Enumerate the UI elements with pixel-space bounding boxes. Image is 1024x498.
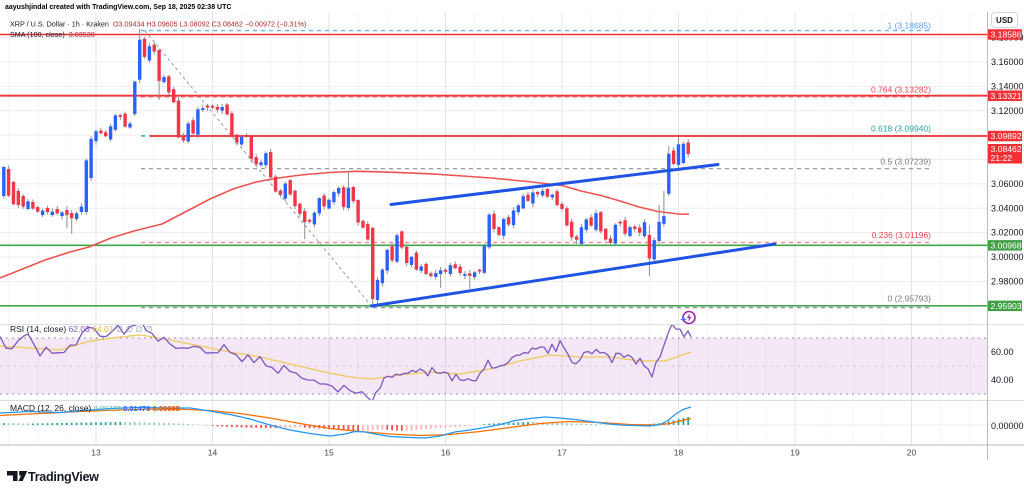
svg-text:aayushjindal created with Trad: aayushjindal created with TradingView.co… xyxy=(5,4,231,11)
svg-text:3.00968: 3.00968 xyxy=(991,241,1022,251)
svg-text:3.18586: 3.18586 xyxy=(991,30,1022,40)
svg-text:SMA (100, close) 3.03530: SMA (100, close) 3.03530 xyxy=(10,30,95,39)
svg-text:1 (3.18685): 1 (3.18685) xyxy=(888,21,932,31)
svg-text:0.5 (3.07239): 0.5 (3.07239) xyxy=(880,157,931,167)
svg-text:16: 16 xyxy=(441,448,451,458)
svg-text:RSI (14, close) 62.03 64.01 ∅: RSI (14, close) 62.03 64.01 ∅ ∅ ∅ ∅ xyxy=(10,324,153,334)
svg-text:15: 15 xyxy=(324,448,334,458)
svg-text:MACD (12, 26, close) 0.00778 0: MACD (12, 26, close) 0.00778 0.01476 0.0… xyxy=(10,403,180,413)
svg-text:3.02000: 3.02000 xyxy=(991,228,1024,238)
svg-text:17: 17 xyxy=(557,448,567,458)
svg-text:60.00: 60.00 xyxy=(991,347,1014,357)
svg-text:40.00: 40.00 xyxy=(991,375,1014,385)
svg-text:0.236 (3.01196): 0.236 (3.01196) xyxy=(872,230,932,240)
svg-text:0 (2.95793): 0 (2.95793) xyxy=(888,294,932,304)
svg-text:21:22: 21:22 xyxy=(991,153,1013,163)
svg-text:3.06000: 3.06000 xyxy=(991,179,1024,189)
svg-text:0.00000: 0.00000 xyxy=(991,421,1024,431)
svg-text:XRP / U.S. Dollar · 1h · Krake: XRP / U.S. Dollar · 1h · Kraken O3.09434… xyxy=(10,20,306,29)
svg-text:2.98000: 2.98000 xyxy=(991,276,1024,286)
svg-text:14: 14 xyxy=(208,448,218,458)
svg-text:USD: USD xyxy=(996,16,1013,25)
svg-text:3.00000: 3.00000 xyxy=(991,252,1024,262)
svg-text:3.13321: 3.13321 xyxy=(991,91,1022,101)
svg-text:20: 20 xyxy=(907,448,917,458)
svg-text:3.09892: 3.09892 xyxy=(991,131,1022,141)
svg-text:13: 13 xyxy=(91,448,101,458)
svg-text:0.764 (3.13282): 0.764 (3.13282) xyxy=(871,85,931,95)
svg-text:3.04000: 3.04000 xyxy=(991,203,1024,213)
svg-text:TradingView: TradingView xyxy=(28,470,99,484)
svg-text:18: 18 xyxy=(674,448,684,458)
svg-text:2.95903: 2.95903 xyxy=(991,301,1022,311)
svg-text:0.618 (3.09940): 0.618 (3.09940) xyxy=(871,124,931,134)
svg-text:3.12000: 3.12000 xyxy=(991,106,1024,116)
svg-text:19: 19 xyxy=(790,448,800,458)
svg-text:3.16000: 3.16000 xyxy=(991,57,1024,67)
svg-text:3.14000: 3.14000 xyxy=(991,81,1024,91)
